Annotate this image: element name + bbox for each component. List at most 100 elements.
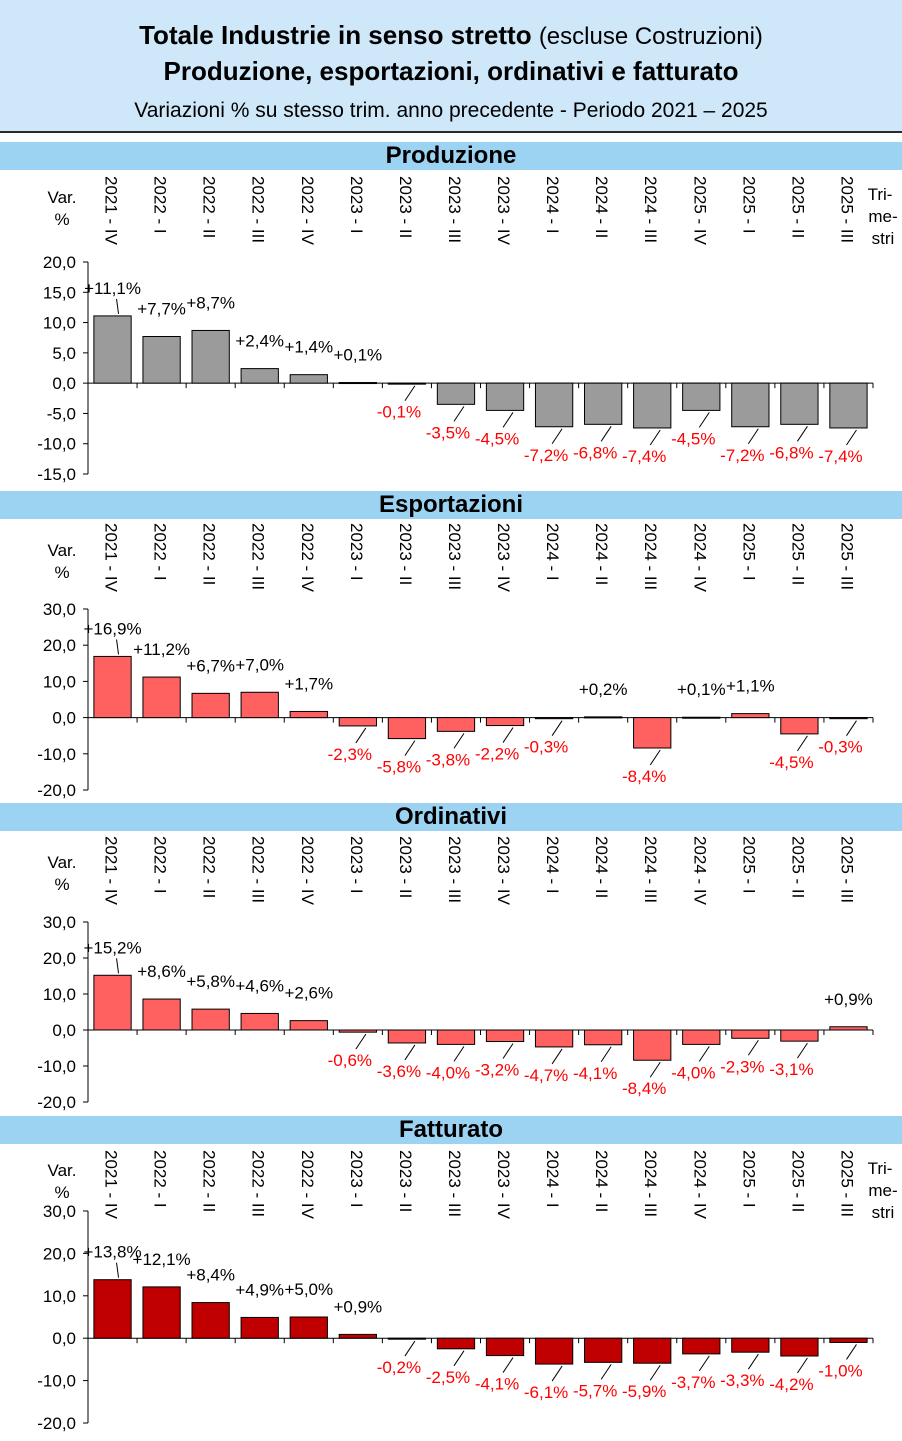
data-label: -7,4%	[622, 447, 666, 466]
bar	[682, 1337, 721, 1355]
data-label: +11,1%	[84, 279, 141, 298]
data-label: -3,6%	[377, 1062, 421, 1081]
data-label: -3,1%	[769, 1060, 813, 1079]
data-label: -2,2%	[475, 745, 519, 764]
bar	[436, 1337, 476, 1350]
x-axis-label: Tri-	[868, 185, 893, 204]
bar	[780, 1337, 819, 1357]
category-label: 2023 - I	[347, 523, 366, 581]
label-leader	[846, 429, 857, 446]
label-leader	[649, 1061, 661, 1078]
y-tick-label: 10,0	[43, 314, 76, 333]
y-tick-label: 10,0	[43, 1287, 76, 1306]
bar	[682, 1029, 721, 1045]
bar	[289, 374, 328, 384]
category-label: 2024 - II	[592, 836, 611, 898]
x-axis-label: me-	[868, 1181, 897, 1200]
data-label: +0,1%	[677, 680, 726, 699]
data-label: -4,5%	[769, 753, 813, 772]
bar	[289, 1020, 328, 1031]
data-label: -7,2%	[524, 446, 568, 465]
category-label: 2021 - IV	[102, 836, 121, 906]
label-leader	[502, 1357, 514, 1373]
category-label: 2024 - I	[543, 836, 562, 894]
data-label: -2,3%	[328, 745, 372, 764]
bar	[142, 336, 181, 384]
bar	[633, 1337, 672, 1364]
category-label: 2022 - II	[200, 1150, 219, 1212]
label-leader	[796, 735, 808, 752]
data-label: -8,4%	[622, 1079, 666, 1098]
data-label: +0,2%	[579, 680, 628, 699]
data-label: +1,1%	[726, 677, 775, 696]
category-label: 2022 - IV	[298, 1150, 317, 1220]
bar	[534, 1337, 574, 1365]
data-label: -3,2%	[475, 1061, 519, 1080]
main-title-normal: (escluse Costruzioni)	[538, 23, 763, 50]
category-label: 2021 - IV	[102, 176, 121, 246]
main-title: Totale Industrie in senso stretto (esclu…	[0, 20, 902, 51]
y-tick-label: 10,0	[43, 672, 76, 691]
category-label: 2023 - IV	[494, 836, 513, 906]
bar	[338, 1029, 377, 1033]
bar	[829, 1026, 868, 1031]
bar	[93, 974, 132, 1031]
data-label: -3,5%	[426, 423, 470, 442]
bar	[682, 716, 721, 719]
category-label: 2025 - II	[788, 176, 807, 238]
y-tick-label: 20,0	[43, 949, 76, 968]
data-label: -6,1%	[524, 1383, 568, 1402]
data-label: +5,0%	[284, 1280, 333, 1299]
bar	[584, 1029, 623, 1046]
data-label: +8,7%	[186, 293, 235, 312]
bar	[485, 717, 525, 727]
bar	[485, 382, 525, 411]
bar	[387, 1337, 427, 1340]
bar	[142, 1286, 181, 1339]
data-label: -0,3%	[524, 738, 568, 757]
category-label: 2023 - I	[347, 1150, 366, 1208]
label-leader	[796, 1357, 808, 1374]
data-label: -4,0%	[426, 1063, 470, 1082]
y-axis-label: Var.	[48, 541, 77, 560]
data-label: +5,8%	[186, 972, 235, 991]
category-label: 2022 - II	[200, 836, 219, 898]
data-label: -0,2%	[377, 1358, 421, 1377]
label-leader	[404, 1340, 416, 1357]
data-label: +0,9%	[824, 990, 873, 1009]
label-leader	[551, 1048, 563, 1065]
bar	[338, 1333, 377, 1339]
bar	[93, 655, 132, 719]
category-label: 2021 - IV	[102, 523, 121, 593]
chart-panel-1: Var.% 30,0 20,0 10,0 0,0 -10,0 -20,0 2021 - IV 2…	[37, 523, 874, 800]
label-leader	[846, 720, 857, 736]
label-leader	[116, 639, 120, 655]
data-label: -4,2%	[769, 1375, 813, 1394]
category-label: 2024 - III	[641, 176, 660, 243]
bar	[436, 717, 476, 732]
bar	[387, 382, 427, 385]
bar	[731, 713, 770, 719]
chart-panel-3: Var.% Tri-me-stri 30,0 20,0 10,0 0,0 -10,0 -20,…	[37, 1150, 897, 1433]
data-label: -0,3%	[818, 738, 862, 757]
bar	[387, 717, 427, 740]
category-label: 2022 - II	[200, 523, 219, 585]
data-label: +1,7%	[284, 674, 333, 693]
data-label: +12,1%	[133, 1250, 191, 1269]
category-label: 2024 - II	[592, 176, 611, 238]
data-label: -2,5%	[426, 1368, 470, 1387]
category-label: 2025 - II	[788, 523, 807, 585]
data-label: -4,0%	[671, 1063, 715, 1082]
category-label: 2023 - III	[445, 1150, 464, 1217]
y-axis-label: Var.	[48, 853, 77, 872]
bar	[731, 1029, 770, 1039]
label-leader	[502, 412, 514, 428]
bar	[534, 382, 574, 428]
main-title-bold: Totale Industrie in senso stretto	[139, 20, 532, 50]
category-label: 2022 - III	[249, 836, 268, 903]
label-leader	[698, 1355, 710, 1372]
bar	[289, 710, 328, 719]
category-label: 2023 - II	[396, 836, 415, 898]
label-leader	[453, 733, 465, 749]
